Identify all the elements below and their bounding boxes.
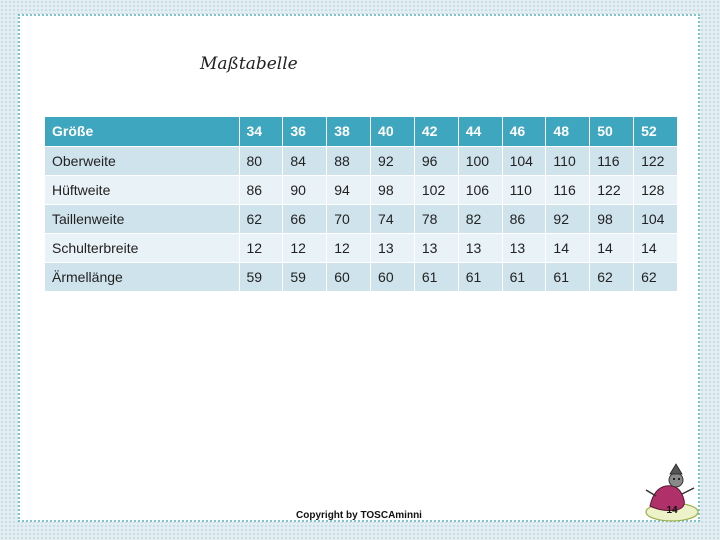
table-cell: 12 <box>282 233 328 263</box>
table-cell: 84 <box>282 146 328 176</box>
table-cell: 13 <box>458 233 503 263</box>
table-cell: 66 <box>282 204 328 234</box>
table-cell: 14 <box>633 233 678 263</box>
copyright-text: Copyright by TOSCAminni <box>296 510 422 521</box>
table-cell: 86 <box>502 204 547 234</box>
table-cell: 110 <box>545 146 591 176</box>
table-cell: 98 <box>370 175 415 205</box>
page-title: Maßtabelle <box>200 54 298 74</box>
table-cell: 86 <box>239 175 284 205</box>
table-cell: 14 <box>545 233 591 263</box>
table-cell: 13 <box>414 233 459 263</box>
table-cell: 82 <box>458 204 503 234</box>
header-cell: 34 <box>239 117 284 147</box>
row-label-cell: Ärmellänge <box>45 262 240 292</box>
table-cell: 14 <box>589 233 635 263</box>
table-cell: 90 <box>282 175 328 205</box>
table-cell: 62 <box>239 204 284 234</box>
page-number: 14 <box>666 505 678 516</box>
table-cell: 104 <box>502 146 547 176</box>
table-row: Taillenweite 62 66 70 74 78 82 86 92 98 … <box>45 204 678 234</box>
table-row: Oberweite 80 84 88 92 96 100 104 110 116… <box>45 146 678 176</box>
table-cell: 116 <box>545 175 591 205</box>
header-cell: 46 <box>502 117 547 147</box>
table-cell: 60 <box>370 262 415 292</box>
table-cell: 116 <box>589 146 635 176</box>
table-cell: 100 <box>458 146 503 176</box>
header-cell: 52 <box>633 117 678 147</box>
table-cell: 62 <box>589 262 635 292</box>
header-cell: 50 <box>589 117 635 147</box>
table-cell: 70 <box>326 204 372 234</box>
table-cell: 59 <box>282 262 328 292</box>
table-cell: 61 <box>414 262 459 292</box>
slide-page: Maßtabelle Größe 34 36 38 40 42 44 46 48… <box>18 14 700 522</box>
table-cell: 61 <box>545 262 591 292</box>
table-cell: 13 <box>370 233 415 263</box>
table-cell: 62 <box>633 262 678 292</box>
table-cell: 12 <box>239 233 284 263</box>
table-cell: 12 <box>326 233 372 263</box>
header-cell: 42 <box>414 117 459 147</box>
table-cell: 74 <box>370 204 415 234</box>
table-cell: 13 <box>502 233 547 263</box>
size-table: Größe 34 36 38 40 42 44 46 48 50 52 Ober… <box>45 117 678 292</box>
table-cell: 92 <box>545 204 591 234</box>
table-cell: 106 <box>458 175 503 205</box>
cartoon-figure-icon <box>645 463 699 522</box>
table-row: Schulterbreite 12 12 12 13 13 13 13 14 1… <box>45 233 678 263</box>
table-cell: 122 <box>589 175 635 205</box>
row-label-cell: Oberweite <box>45 146 240 176</box>
table-cell: 104 <box>633 204 678 234</box>
table-cell: 94 <box>326 175 372 205</box>
table-cell: 110 <box>502 175 547 205</box>
table-row: Ärmellänge 59 59 60 60 61 61 61 61 62 62 <box>45 262 678 292</box>
table-cell: 78 <box>414 204 459 234</box>
header-cell: 44 <box>458 117 503 147</box>
table-cell: 102 <box>414 175 459 205</box>
table-cell: 88 <box>326 146 372 176</box>
row-label-cell: Schulterbreite <box>45 233 240 263</box>
table-cell: 61 <box>458 262 503 292</box>
table-cell: 59 <box>239 262 284 292</box>
table-header-row: Größe 34 36 38 40 42 44 46 48 50 52 <box>45 117 678 147</box>
row-label-cell: Taillenweite <box>45 204 240 234</box>
header-cell: 36 <box>282 117 328 147</box>
header-cell: 40 <box>370 117 415 147</box>
table-cell: 61 <box>502 262 547 292</box>
table-cell: 128 <box>633 175 678 205</box>
table-cell: 80 <box>239 146 284 176</box>
table-row: Hüftweite 86 90 94 98 102 106 110 116 12… <box>45 175 678 205</box>
table-cell: 92 <box>370 146 415 176</box>
table-cell: 96 <box>414 146 459 176</box>
header-cell: Größe <box>45 117 240 147</box>
header-cell: 38 <box>326 117 372 147</box>
table-cell: 98 <box>589 204 635 234</box>
row-label-cell: Hüftweite <box>45 175 240 205</box>
table-cell: 122 <box>633 146 678 176</box>
table-cell: 60 <box>326 262 372 292</box>
header-cell: 48 <box>545 117 591 147</box>
